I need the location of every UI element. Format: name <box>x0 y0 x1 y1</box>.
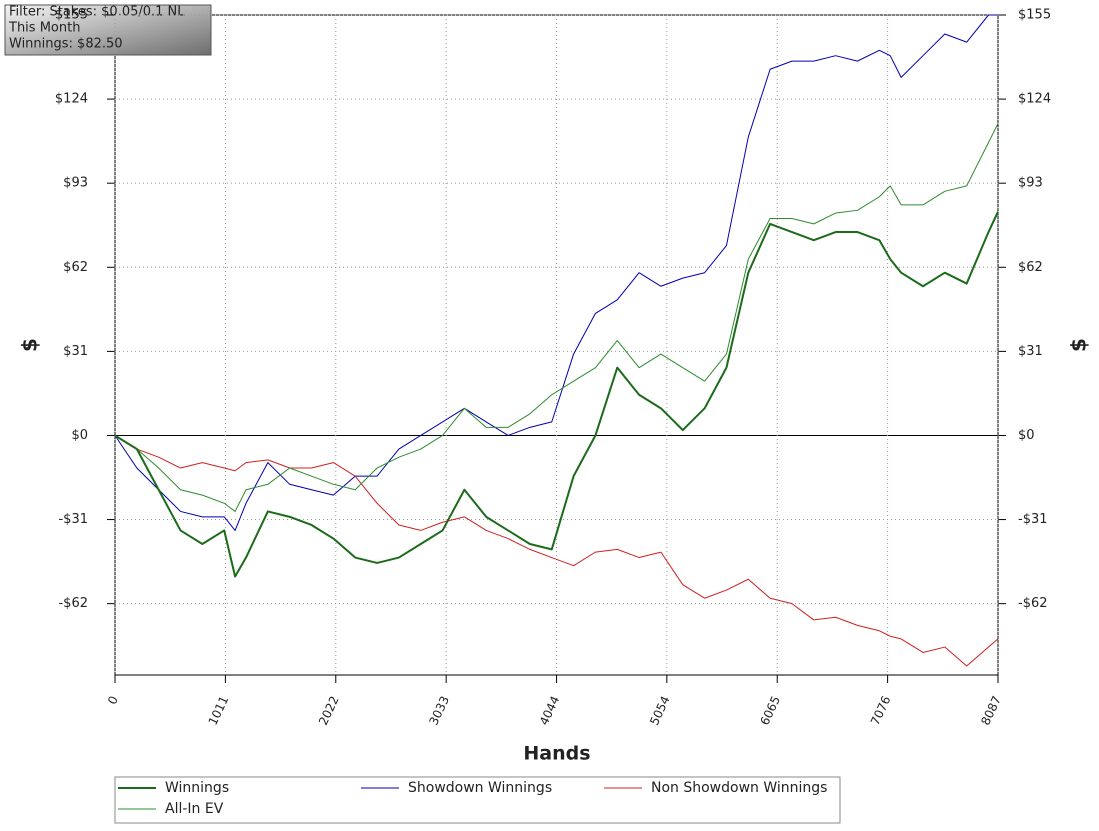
x-tick-label: 1011 <box>206 694 232 728</box>
filter-text: Winnings: $82.50 <box>9 37 123 52</box>
y2-tick-label: $93 <box>1018 176 1043 191</box>
y-tick-label: -$62 <box>58 596 88 611</box>
legend <box>114 776 841 824</box>
legend-label: Showdown Winnings <box>408 780 552 796</box>
y2-axis-title: $ <box>1067 338 1091 352</box>
y-axis-title: $ <box>18 338 42 352</box>
y2-tick-label: $62 <box>1018 260 1043 275</box>
line-series <box>114 211 999 578</box>
y2-tick-label: $31 <box>1018 344 1043 359</box>
y-tick-label: $0 <box>71 428 88 443</box>
legend-label: Non Showdown Winnings <box>651 780 827 796</box>
filter-text: Filter: Stakes: $0.05/0.1 NL <box>9 5 185 20</box>
y-tick-label: -$31 <box>58 512 88 527</box>
x-tick-label: 7076 <box>868 694 894 728</box>
x-tick-label: 5054 <box>647 694 673 728</box>
y2-tick-label: -$31 <box>1018 512 1048 527</box>
x-tick-label: 2022 <box>316 694 342 728</box>
y2-tick-label: $155 <box>1018 8 1051 23</box>
x-tick-label: 4044 <box>537 694 563 728</box>
filter-text: This Month <box>8 21 80 36</box>
y2-tick-label: $124 <box>1018 92 1051 107</box>
y2-tick-label: -$62 <box>1018 596 1048 611</box>
legend-label: All-In EV <box>165 801 224 817</box>
x-tick-label: 3033 <box>426 694 452 728</box>
x-tick-label: 8087 <box>978 694 1004 728</box>
legend-label: Winnings <box>165 780 229 796</box>
line-series <box>114 435 999 667</box>
y-tick-label: $31 <box>63 344 88 359</box>
y-tick-label: $62 <box>63 260 88 275</box>
x-axis-title: Hands <box>523 743 590 765</box>
x-tick-label: 6065 <box>758 694 784 728</box>
filter-background <box>4 4 212 56</box>
y-tick-label: $124 <box>55 92 88 107</box>
line-series <box>114 123 999 512</box>
x-tick-label: 0 <box>105 694 121 707</box>
plot-area <box>114 14 999 676</box>
y-tick-label: $93 <box>63 176 88 191</box>
y-tick-label: $155 <box>55 8 88 23</box>
y2-tick-label: $0 <box>1018 428 1035 443</box>
